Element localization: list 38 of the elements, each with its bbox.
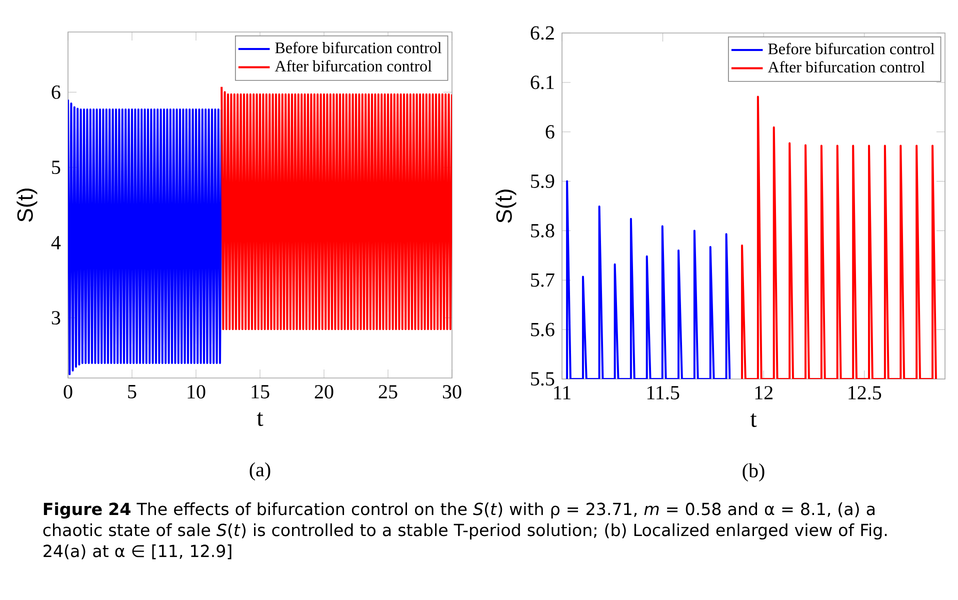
y-tick-label: 5.7	[531, 273, 554, 287]
x-tick-label: 15	[252, 385, 270, 398]
text: Figure 24 The effects of bifurcation control on the S(t) with ρ = 23.71, m = 0.58 and α = 8.1, (a) a chaotic state of sale S(t) is controlled to a stable T-period solution; (b) Localized enlarged view of Fig. 24(a) at α ∈ [11, 12.9]	[43, 502, 887, 560]
x-tick-label: 0	[64, 385, 72, 399]
x-axis-title: t	[750, 413, 757, 428]
x-tick-label: 5	[128, 385, 136, 398]
y-tick-label: 5.6	[531, 322, 554, 336]
x-tick-label: 11	[554, 386, 570, 400]
y-tick-label: 5	[52, 160, 60, 174]
x-tick-label: 12.5	[848, 386, 882, 400]
x-tick-label: 25	[378, 385, 398, 398]
x-axis-title: t	[256, 412, 264, 426]
line-series	[566, 180, 731, 379]
legend-label: Before bifurcation control	[768, 42, 934, 54]
legend-label: After bifurcation control	[274, 60, 432, 72]
x-tick-label: 10	[188, 385, 206, 399]
y-tick-label: 6	[52, 85, 60, 99]
text: (a)	[250, 462, 270, 480]
y-tick-label: 5.5	[531, 372, 554, 386]
y-tick-label: 5.9	[531, 174, 554, 188]
line-series	[68, 98, 223, 376]
y-tick-label: 6.2	[530, 26, 554, 40]
legend-label: Before bifurcation control	[275, 42, 442, 54]
y-tick-label: 6.1	[530, 76, 554, 90]
x-tick-label: 30	[442, 385, 462, 399]
x-tick-label: 20	[314, 385, 334, 399]
line-series	[220, 86, 452, 330]
text: (b)	[742, 463, 764, 482]
y-tick-label: 3	[52, 311, 60, 325]
line-series	[741, 96, 937, 379]
y-tick-label: 4	[51, 236, 61, 250]
y-tick-label: 6	[546, 125, 554, 139]
legend-label: After bifurcation control	[768, 61, 925, 73]
y-tick-label: 5.8	[531, 224, 554, 238]
x-tick-label: 12	[755, 386, 772, 400]
y-axis-title: S(t)	[496, 190, 516, 223]
y-axis-title: S(t)	[16, 188, 38, 222]
x-tick-label: 11.5	[647, 386, 680, 400]
